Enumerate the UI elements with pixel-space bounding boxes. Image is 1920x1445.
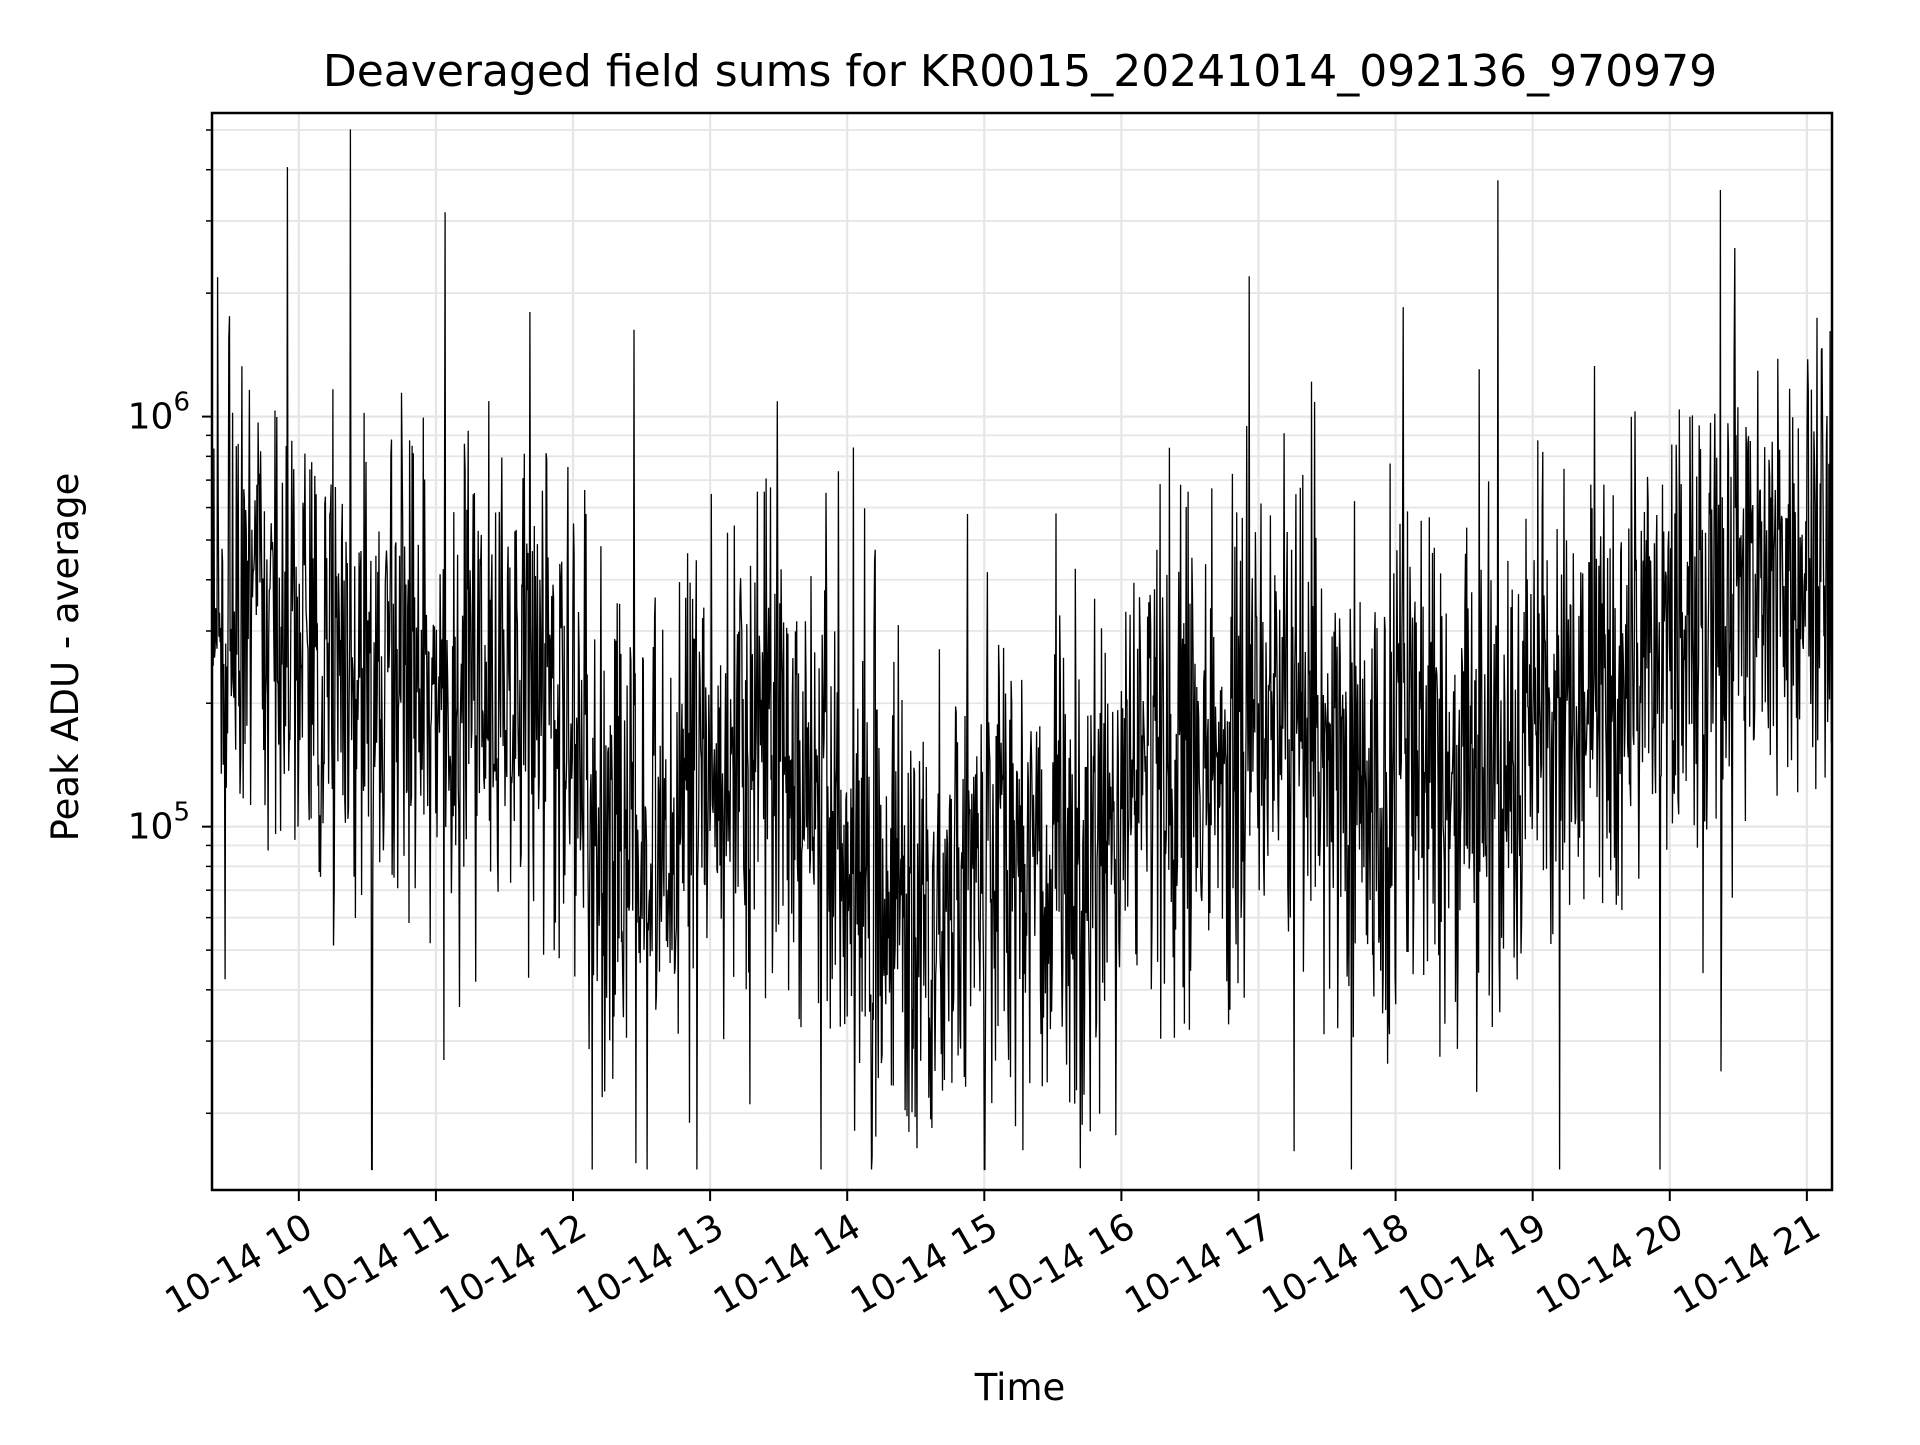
y-tick-label: 105 xyxy=(128,798,190,848)
x-axis-label: Time xyxy=(974,1366,1066,1409)
y-tick-exponent: 6 xyxy=(173,388,190,418)
y-axis-label: Peak ADU - average xyxy=(44,473,87,842)
y-tick-label: 106 xyxy=(128,388,190,438)
y-tick-exponent: 5 xyxy=(173,798,190,828)
series-line xyxy=(211,129,1833,1171)
plot-frame xyxy=(210,111,1834,1192)
data-layer xyxy=(211,129,1833,1171)
chart-title: Deaveraged field sums for KR0015_2024101… xyxy=(323,46,1717,97)
